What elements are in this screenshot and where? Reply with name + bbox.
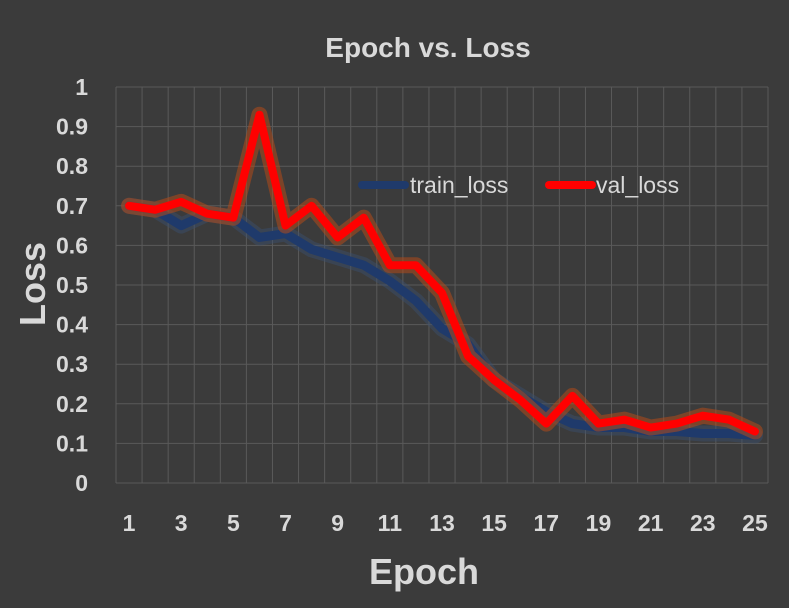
series-halo-val-loss: [121, 106, 763, 440]
y-tick-label: 1: [75, 74, 88, 100]
x-tick-label: 21: [638, 510, 664, 536]
legend: train_loss val_loss: [358, 172, 679, 198]
x-tick-label: 13: [429, 510, 455, 536]
y-tick-label: 0.4: [56, 312, 88, 338]
x-tick-label: 3: [175, 510, 188, 536]
y-tick-label: 0.6: [56, 232, 88, 258]
x-tick-label: 1: [123, 510, 136, 536]
x-axis-title: Epoch: [369, 551, 479, 592]
x-tick-label: 5: [227, 510, 240, 536]
legend-label-val-loss: val_loss: [596, 172, 679, 198]
x-tick-label: 17: [534, 510, 560, 536]
y-tick-label: 0.8: [56, 153, 88, 179]
y-tick-label: 0.2: [56, 391, 88, 417]
x-axis-ticks: 1 3 5 7 9 11 13 15 17 19 21 23 25: [123, 510, 768, 536]
x-tick-label: 9: [331, 510, 344, 536]
y-axis-ticks: 0 0.1 0.2 0.3 0.4 0.5 0.6 0.7 0.8 0.9 1: [56, 74, 88, 496]
x-tick-label: 23: [690, 510, 716, 536]
series-lines: [121, 106, 763, 444]
grid: [115, 86, 769, 484]
y-tick-label: 0.5: [56, 272, 88, 298]
x-tick-label: 7: [279, 510, 292, 536]
series-halo-train-loss: [121, 197, 763, 444]
y-tick-label: 0.1: [56, 430, 88, 456]
x-tick-label: 15: [481, 510, 507, 536]
chart-title: Epoch vs. Loss: [325, 32, 530, 63]
x-tick-label: 25: [742, 510, 768, 536]
series-line-val-loss: [125, 110, 759, 436]
y-tick-label: 0.7: [56, 193, 88, 219]
y-tick-label: 0: [75, 470, 88, 496]
legend-label-train-loss: train_loss: [410, 172, 508, 198]
x-tick-label: 11: [378, 510, 403, 536]
y-axis-title: Loss: [12, 242, 53, 326]
y-tick-label: 0.9: [56, 114, 88, 140]
x-tick-label: 19: [586, 510, 612, 536]
y-tick-label: 0.3: [56, 351, 88, 377]
